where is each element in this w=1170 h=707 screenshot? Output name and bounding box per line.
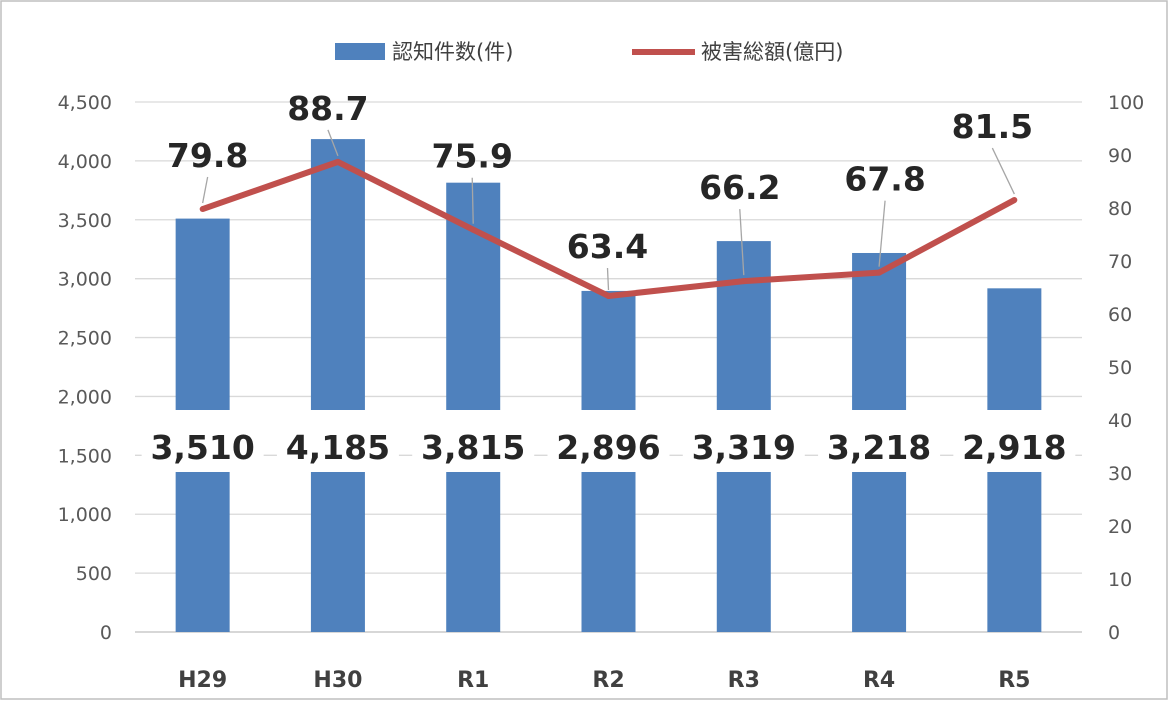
legend-bar-swatch [335, 43, 385, 60]
legend: 認知件数(件) 被害総額(億円) [335, 40, 843, 64]
bar-value-label: 4,185 [286, 428, 390, 467]
x-tick-label: H30 [313, 668, 362, 693]
legend-line-label: 被害総額(億円) [701, 40, 843, 64]
y-left-tick-label: 2,500 [58, 328, 112, 350]
leader-line [878, 200, 886, 267]
bar-value-label: 3,815 [421, 428, 525, 467]
bar-value-label: 2,918 [962, 428, 1066, 467]
line-value-label: 67.8 [844, 160, 925, 199]
y-right-tick-label: 80 [1108, 198, 1132, 220]
x-tick-label: R1 [457, 668, 489, 693]
x-tick-label: R4 [863, 668, 895, 693]
x-tick-label: R5 [998, 668, 1030, 693]
line-value-label: 66.2 [699, 168, 780, 207]
x-tick-label: R2 [592, 668, 624, 693]
bar-value-label: 3,510 [150, 428, 254, 467]
leader-line [991, 147, 1015, 195]
y-left-tick-label: 4,500 [58, 92, 112, 114]
y-right-tick-label: 10 [1108, 569, 1132, 591]
line-point [334, 158, 341, 165]
line-point [470, 226, 477, 233]
bar-label-backing [547, 410, 670, 472]
line-value-label: 81.5 [952, 107, 1033, 146]
line-point [1011, 197, 1018, 204]
bar [446, 182, 501, 632]
leader-line [606, 267, 610, 291]
bar-value-label: 3,319 [692, 428, 796, 467]
bar-value-label: 2,896 [556, 428, 660, 467]
bar-label-backing [141, 410, 264, 472]
bar-label-backing [412, 410, 535, 472]
y-left-tick-label: 500 [76, 563, 112, 585]
bar-value-label: 3,218 [827, 428, 931, 467]
line-value-label: 75.9 [432, 137, 513, 176]
y-right-tick-label: 40 [1108, 410, 1132, 432]
y-right-tick-label: 70 [1108, 251, 1132, 273]
data-labels: 3,510 4,185 3,815 2,896 3,319 3,218 2,918 79.8 8… [141, 89, 1076, 472]
line-value-label: 63.4 [567, 227, 648, 266]
x-tick-label: H29 [178, 668, 227, 693]
bar-label-backing [818, 410, 941, 472]
y-right-tick-label: 30 [1108, 463, 1132, 485]
line-point [876, 269, 883, 276]
line-value-label: 79.8 [167, 136, 248, 175]
line-point [605, 292, 612, 299]
line-series [199, 158, 1018, 299]
y-left-tick-label: 1,000 [58, 504, 112, 526]
line-value-label: 88.7 [287, 89, 368, 128]
y-right-tick-label: 0 [1108, 622, 1120, 644]
gridlines [135, 101, 1082, 633]
y-right-tick-label: 20 [1108, 516, 1132, 538]
y-left-tick-label: 0 [100, 622, 112, 644]
y-left-tick-label: 4,000 [58, 151, 112, 173]
leader-line [202, 176, 209, 204]
y-right-tick-label: 100 [1108, 92, 1144, 114]
y-right-tick-label: 60 [1108, 304, 1132, 326]
y-right-tick-label: 50 [1108, 357, 1132, 379]
y-left-tick-label: 3,000 [58, 269, 112, 291]
line-point [199, 206, 206, 213]
legend-bar-label: 認知件数(件) [392, 40, 513, 64]
bar [310, 139, 365, 632]
y-left-tick-label: 3,500 [58, 210, 112, 232]
bar-label-backing [682, 410, 805, 472]
bar-label-backing [276, 410, 399, 472]
y-left-tick-label: 1,500 [58, 445, 112, 467]
y-right-tick-label: 90 [1108, 145, 1132, 167]
bar-label-backing [953, 410, 1076, 472]
leader-line [739, 209, 745, 276]
leader-line [327, 129, 339, 157]
y-left-tick-label: 2,000 [58, 386, 112, 408]
x-tick-label: R3 [728, 668, 760, 693]
axes: 05001,0001,5002,0002,5003,0003,5004,0004… [58, 92, 1145, 693]
leader-line [471, 177, 474, 224]
line-point [740, 278, 747, 285]
